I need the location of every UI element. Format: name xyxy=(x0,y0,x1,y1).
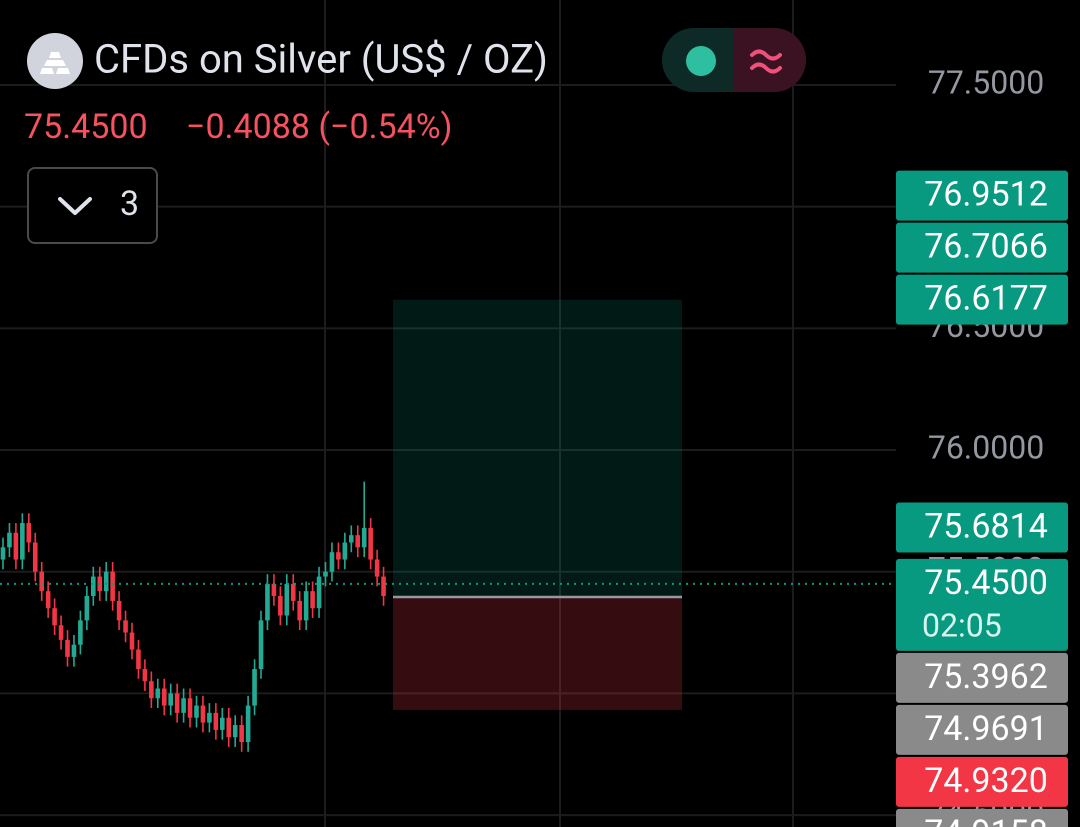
candle-body xyxy=(149,681,154,699)
candle-body xyxy=(349,535,354,543)
candle-body xyxy=(155,688,161,699)
target-zone xyxy=(393,299,682,597)
countdown: 02:05 xyxy=(922,606,1002,644)
indicators-toggle[interactable]: 3 xyxy=(27,167,158,244)
candle-body xyxy=(258,620,264,670)
candle-body xyxy=(278,596,283,616)
chevron xyxy=(58,197,92,215)
candle-body xyxy=(39,571,44,592)
candle-body xyxy=(213,712,219,730)
price-tag-label: 75.3962 xyxy=(924,657,1048,697)
price-tag-label: 74.9158 xyxy=(924,813,1048,827)
candle-body xyxy=(239,725,244,743)
candle-body xyxy=(32,542,38,572)
candle-body xyxy=(265,583,270,621)
candle-body xyxy=(232,725,238,738)
candle-body xyxy=(0,547,6,560)
price-tag xyxy=(896,502,1068,553)
candle-body xyxy=(20,523,25,560)
price-tag xyxy=(896,222,1068,273)
price-tag-label: 76.9512 xyxy=(924,175,1048,215)
price-tag xyxy=(896,274,1068,325)
indicators-box xyxy=(27,167,158,244)
price-tag-label: 75.4500 xyxy=(924,563,1048,603)
price-tag-label: 76.6177 xyxy=(924,279,1048,319)
candle-body xyxy=(342,542,348,560)
price-tag xyxy=(896,170,1068,221)
plot xyxy=(0,83,896,817)
candle-body xyxy=(65,639,70,657)
indicators-count: 3 xyxy=(120,184,139,224)
candle-body xyxy=(78,620,83,645)
y-tick-label: 77.5000 xyxy=(928,63,1044,101)
candle-body xyxy=(71,644,77,657)
candle-body xyxy=(316,576,322,609)
candle-body xyxy=(26,523,32,543)
price-tag xyxy=(896,652,1068,703)
candle-body xyxy=(381,576,386,597)
candle-body xyxy=(110,571,115,601)
price-tag-label: 74.9691 xyxy=(924,709,1048,749)
candle-body xyxy=(297,600,302,621)
candle-body xyxy=(323,571,328,577)
candle-body xyxy=(129,632,135,650)
price-change: −0.4088 (−0.54%) xyxy=(186,107,453,147)
candle-body xyxy=(361,527,367,548)
candle-body xyxy=(303,591,309,621)
price-tag xyxy=(896,558,1068,651)
grid xyxy=(324,0,794,827)
candle-body xyxy=(284,583,290,616)
price-tags: 76.9512 76.7066 76.6177 75.6814 75.450002:05… xyxy=(896,170,1068,827)
candle-body xyxy=(123,620,128,633)
price-tag-label: 76.7066 xyxy=(924,227,1048,267)
price-tag xyxy=(896,756,1068,807)
candle-body xyxy=(168,693,173,706)
symbol-title: CFDs on Silver (US$ / OZ) xyxy=(94,36,548,83)
status-dot xyxy=(686,46,716,76)
candle-body xyxy=(91,576,96,597)
icon-bars xyxy=(40,52,70,74)
mode-toggle[interactable] xyxy=(662,28,806,92)
candle-body xyxy=(245,705,251,743)
candle-body xyxy=(142,669,148,682)
candle-body xyxy=(374,559,380,577)
candle-body xyxy=(355,535,361,548)
candle-body xyxy=(45,591,51,609)
candle-body xyxy=(52,608,57,626)
approx-icon xyxy=(750,49,782,74)
candle-body xyxy=(13,532,19,560)
candle-body xyxy=(161,688,167,706)
candle-body xyxy=(84,596,90,621)
candle-body xyxy=(252,669,257,706)
candle-body xyxy=(103,571,109,592)
candle-body xyxy=(220,717,225,730)
candle-body xyxy=(207,712,212,723)
candle-body xyxy=(136,649,141,670)
candle-body xyxy=(58,625,64,640)
y-tick-label: 76.0000 xyxy=(928,428,1044,466)
header: CFDs on Silver (US$ / OZ) 75.4500 −0.408… xyxy=(24,28,806,244)
candle-body xyxy=(271,583,277,597)
candle-body xyxy=(329,552,335,572)
price-tag xyxy=(896,704,1068,755)
price-tag-label: 74.9320 xyxy=(924,761,1048,801)
price-tag xyxy=(896,808,1068,827)
candle-body xyxy=(194,705,199,718)
candle-body xyxy=(7,532,12,548)
candle-body xyxy=(290,583,296,601)
stop-zone xyxy=(393,596,682,710)
candle-body xyxy=(181,698,186,713)
price-tag-label: 75.6814 xyxy=(924,507,1048,547)
last-price: 75.4500 xyxy=(24,107,148,147)
candle-body xyxy=(368,527,373,560)
candle-body xyxy=(200,705,206,723)
candle-body xyxy=(310,591,315,609)
candle-body xyxy=(174,693,180,713)
candle-body xyxy=(116,600,122,621)
candle-body xyxy=(226,717,232,738)
candle-body xyxy=(336,552,341,560)
candle-body xyxy=(187,698,193,718)
